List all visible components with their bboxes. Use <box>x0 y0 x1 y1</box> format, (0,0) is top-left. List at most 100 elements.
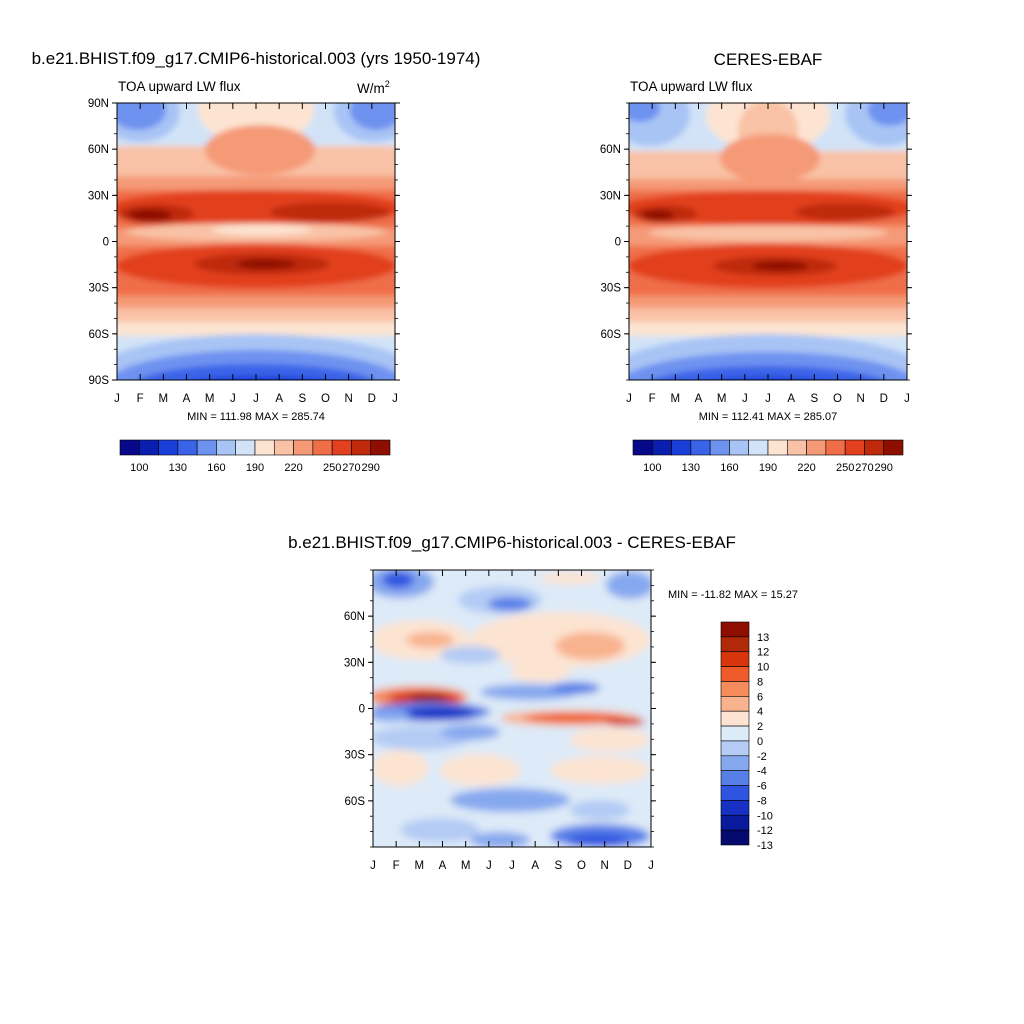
colorbar-swatch <box>720 740 750 757</box>
x-tick-label: A <box>787 393 795 405</box>
panel-c-title: b.e21.BHIST.f09_g17.CMIP6-historical.003… <box>288 533 736 552</box>
x-tick-label: S <box>298 393 306 405</box>
colorbar-label: 160 <box>720 462 738 474</box>
panel-c-field <box>373 570 651 847</box>
x-tick-label: N <box>345 393 353 405</box>
colorbar-swatch <box>864 439 885 456</box>
colorbar-label: 270 <box>342 462 360 474</box>
colorbar-label: 130 <box>169 462 187 474</box>
y-tick-label: 90S <box>89 375 110 387</box>
colorbar-swatch <box>709 439 730 456</box>
x-tick-label: S <box>554 860 562 872</box>
y-tick-label: 0 <box>359 704 365 716</box>
colorbar-label: 12 <box>757 647 769 659</box>
x-tick-label: J <box>486 860 492 872</box>
y-tick-label: 30N <box>600 190 621 202</box>
y-tick-label: 60S <box>601 329 622 341</box>
colorbar-swatch <box>720 636 750 653</box>
x-tick-label: M <box>717 393 727 405</box>
colorbar-swatch <box>844 439 865 456</box>
x-tick-label: S <box>810 393 818 405</box>
colorbar-label: 250 <box>323 462 341 474</box>
x-tick-label: J <box>370 860 376 872</box>
colorbar-label: 250 <box>836 462 854 474</box>
y-tick-label: 60N <box>600 144 621 156</box>
x-tick-label: O <box>321 393 330 405</box>
colorbar-label: 220 <box>797 462 815 474</box>
x-tick-label: A <box>183 393 191 405</box>
x-tick-label: D <box>624 860 632 872</box>
x-tick-label: F <box>649 393 656 405</box>
colorbar-label: 100 <box>130 462 148 474</box>
y-tick-label: 30N <box>344 657 365 669</box>
colorbar-label: 290 <box>362 462 380 474</box>
x-tick-label: A <box>531 860 539 872</box>
colorbar-swatch <box>177 439 198 456</box>
panel-c-axes: J F M A M J J A S O N D J 60N 30N 0 30S 60S <box>344 569 656 872</box>
panel-b-title: CERES-EBAF <box>714 50 823 69</box>
colorbar-label: 270 <box>855 462 873 474</box>
x-tick-label: J <box>765 393 771 405</box>
y-tick-label: 30N <box>88 190 109 202</box>
y-tick-label: 30S <box>345 750 366 762</box>
x-tick-label: A <box>275 393 283 405</box>
x-tick-label: M <box>205 393 215 405</box>
colorbar-swatch <box>651 439 672 456</box>
y-tick-label: 60N <box>344 611 365 623</box>
colorbar-swatch <box>806 439 827 456</box>
panel-a-subtitle: TOA upward LW flux <box>118 79 241 94</box>
x-tick-label: J <box>648 860 654 872</box>
panel-a-units: W/m2 <box>357 79 390 96</box>
colorbar-label: 190 <box>759 462 777 474</box>
colorbar-swatch <box>720 621 750 638</box>
panel-a-axes: J F M A M J J A S O N D J 90N 60N 30N 0 30S 60S 90S <box>88 98 400 405</box>
colorbar-label: -10 <box>757 810 773 822</box>
colorbar-swatch <box>720 770 750 786</box>
colorbar-label: -6 <box>757 781 767 793</box>
x-tick-label: F <box>137 393 144 405</box>
panel-a-field <box>117 103 395 380</box>
colorbar-swatch <box>351 439 372 456</box>
colorbar-swatch <box>293 439 314 456</box>
colorbar-swatch <box>720 651 750 667</box>
colorbar-label: 13 <box>757 632 769 644</box>
colorbar-swatch <box>720 681 750 697</box>
colorbar-swatch <box>767 439 788 456</box>
x-tick-label: O <box>833 393 842 405</box>
x-tick-label: J <box>509 860 515 872</box>
colorbar-swatch <box>216 439 237 456</box>
panel-a-stats: MIN = 111.98 MAX = 285.74 <box>187 411 325 423</box>
colorbar-label: 10 <box>757 662 769 674</box>
x-tick-label: N <box>601 860 609 872</box>
colorbar-label: -2 <box>757 751 767 763</box>
colorbar-swatch <box>632 439 653 456</box>
panel-b-field <box>629 103 907 380</box>
y-tick-label: 60S <box>89 329 110 341</box>
colorbar-label: -13 <box>757 840 773 852</box>
y-tick-label: 60N <box>88 144 109 156</box>
panel-b-colorbar: 100 130 160 190 220 250 270 290 <box>632 439 904 474</box>
colorbar-label: -8 <box>757 795 767 807</box>
colorbar-label: 190 <box>246 462 264 474</box>
colorbar-label: 160 <box>207 462 225 474</box>
x-tick-label: J <box>392 393 398 405</box>
x-tick-label: O <box>577 860 586 872</box>
colorbar-label: 220 <box>284 462 302 474</box>
y-tick-label: 60S <box>345 796 366 808</box>
x-tick-label: J <box>253 393 259 405</box>
colorbar-swatch <box>671 439 692 456</box>
x-tick-label: M <box>415 860 425 872</box>
colorbar-swatch <box>720 725 750 742</box>
x-tick-label: J <box>626 393 632 405</box>
x-tick-label: F <box>393 860 400 872</box>
colorbar-swatch <box>254 439 275 456</box>
y-tick-label: 30S <box>89 283 110 295</box>
colorbar-swatch <box>883 439 904 456</box>
colorbar-swatch <box>690 439 711 456</box>
x-tick-label: A <box>439 860 447 872</box>
colorbar-label: 290 <box>875 462 893 474</box>
colorbar-swatch <box>158 439 179 456</box>
colorbar-label: 4 <box>757 706 763 718</box>
colorbar-swatch <box>720 696 750 712</box>
